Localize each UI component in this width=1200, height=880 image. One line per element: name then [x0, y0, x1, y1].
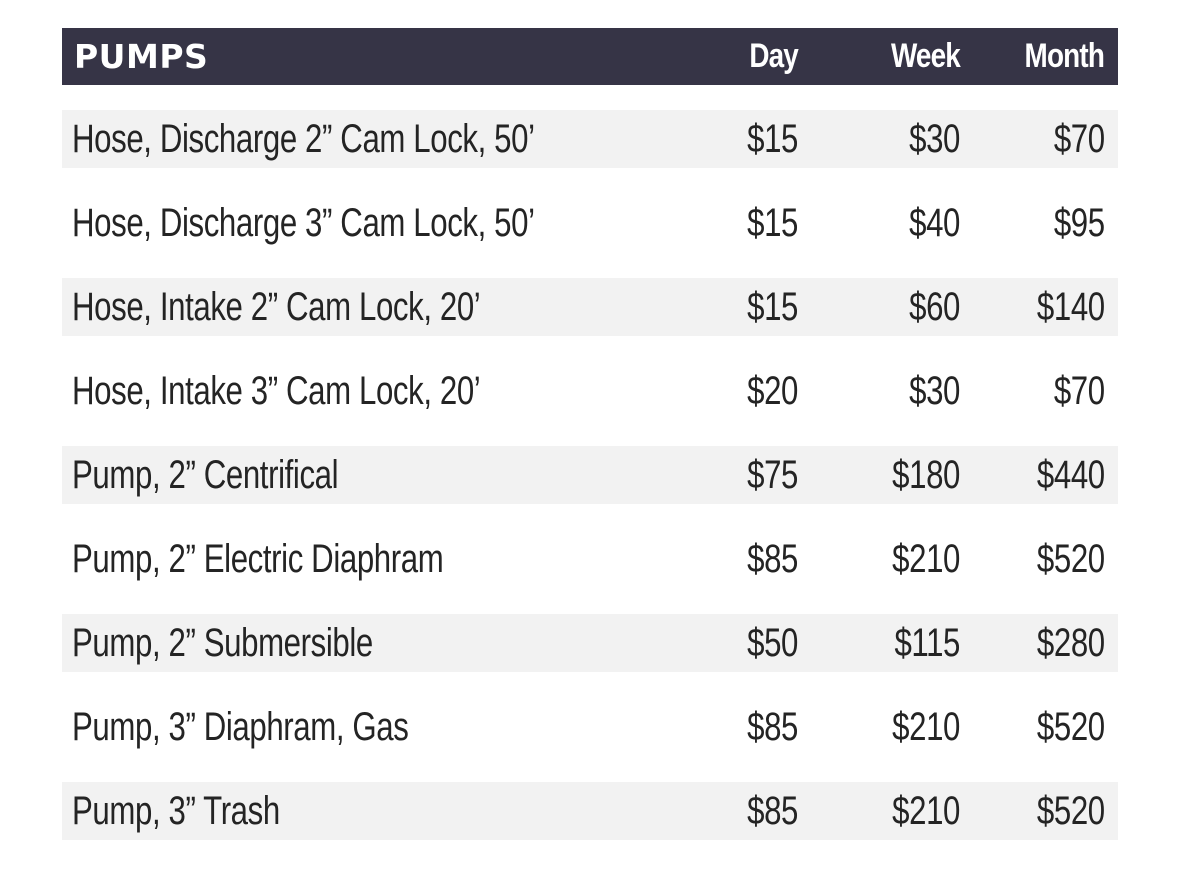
month-price: $520 — [1036, 536, 1105, 581]
table-row: Hose, Intake 3” Cam Lock, 20’ $20 $30 $7… — [62, 362, 1118, 420]
item-name: Hose, Discharge 2” Cam Lock, 50’ — [72, 116, 535, 161]
week-price: $210 — [892, 788, 960, 833]
month-price: $70 — [1053, 368, 1105, 413]
column-header-month: Month — [1024, 37, 1105, 75]
week-price: $60 — [909, 284, 960, 329]
table-row: Pump, 3” Diaphram, Gas $85 $210 $520 — [62, 698, 1118, 756]
month-price: $95 — [1053, 200, 1105, 245]
table-title: PUMPS — [74, 37, 209, 76]
week-price: $30 — [909, 368, 960, 413]
day-price: $20 — [747, 368, 798, 413]
pumps-price-table: PUMPS Day Week Month Hose, Discharge 2” … — [62, 28, 1118, 866]
week-price: $40 — [909, 200, 960, 245]
day-price: $85 — [747, 788, 798, 833]
day-price: $85 — [747, 704, 798, 749]
table-body: Hose, Discharge 2” Cam Lock, 50’ $15 $30… — [62, 110, 1118, 840]
day-price: $85 — [747, 536, 798, 581]
item-name: Pump, 2” Submersible — [72, 620, 373, 665]
item-name: Hose, Intake 2” Cam Lock, 20’ — [72, 284, 481, 329]
week-price: $210 — [892, 704, 960, 749]
item-name: Hose, Intake 3” Cam Lock, 20’ — [72, 368, 481, 413]
day-price: $15 — [747, 200, 798, 245]
day-price: $75 — [747, 452, 798, 497]
month-price: $520 — [1036, 704, 1105, 749]
month-price: $70 — [1053, 116, 1105, 161]
table-row: Hose, Discharge 2” Cam Lock, 50’ $15 $30… — [62, 110, 1118, 168]
item-name: Hose, Discharge 3” Cam Lock, 50’ — [72, 200, 535, 245]
day-price: $15 — [747, 284, 798, 329]
week-price: $180 — [892, 452, 960, 497]
table-header: PUMPS Day Week Month — [62, 28, 1118, 85]
month-price: $280 — [1036, 620, 1105, 665]
table-row: Pump, 2” Centrifical $75 $180 $440 — [62, 446, 1118, 504]
table-row: Pump, 3” Trash $85 $210 $520 — [62, 782, 1118, 840]
item-name: Pump, 2” Centrifical — [72, 452, 339, 497]
day-price: $15 — [747, 116, 798, 161]
week-price: $115 — [894, 620, 960, 665]
column-header-week: Week — [890, 37, 961, 75]
table-row: Hose, Intake 2” Cam Lock, 20’ $15 $60 $1… — [62, 278, 1118, 336]
week-price: $30 — [909, 116, 960, 161]
day-price: $50 — [747, 620, 798, 665]
table-row: Hose, Discharge 3” Cam Lock, 50’ $15 $40… — [62, 194, 1118, 252]
week-price: $210 — [892, 536, 960, 581]
item-name: Pump, 3” Diaphram, Gas — [72, 704, 409, 749]
column-header-day: Day — [749, 37, 799, 75]
month-price: $140 — [1036, 284, 1105, 329]
table-row: Pump, 2” Electric Diaphram $85 $210 $520 — [62, 530, 1118, 588]
item-name: Pump, 3” Trash — [72, 788, 280, 833]
month-price: $440 — [1036, 452, 1105, 497]
month-price: $520 — [1036, 788, 1105, 833]
item-name: Pump, 2” Electric Diaphram — [72, 536, 444, 581]
table-row: Pump, 2” Submersible $50 $115 $280 — [62, 614, 1118, 672]
